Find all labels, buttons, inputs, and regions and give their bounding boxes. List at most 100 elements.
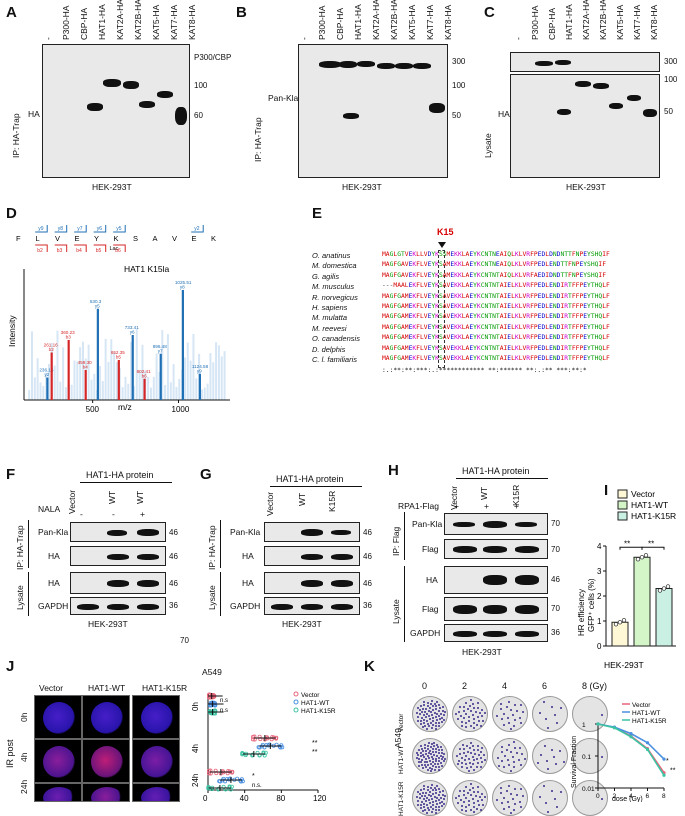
k-colony bbox=[439, 745, 442, 748]
k-ylabel: Survival Fraction bbox=[571, 736, 578, 788]
j-col-vector: Vector bbox=[39, 683, 64, 693]
k-colony bbox=[465, 786, 468, 789]
k-colony bbox=[480, 724, 483, 727]
i-ylabel-1: HR efficiency bbox=[577, 589, 586, 636]
c-lysate-label: Lysate bbox=[483, 133, 493, 158]
k-colony bbox=[553, 714, 556, 716]
d-peak-ion: b6 bbox=[142, 373, 148, 378]
k-colony bbox=[474, 794, 477, 797]
k-colony bbox=[476, 808, 479, 811]
j-row-label: 4h bbox=[191, 744, 200, 753]
d-peak-label: 896.48 bbox=[153, 344, 167, 349]
k-colony bbox=[543, 744, 546, 747]
k-colony bbox=[438, 749, 441, 752]
k-colony bbox=[426, 744, 429, 747]
j-legend-label: Vector bbox=[301, 692, 320, 699]
d-residue: F bbox=[16, 234, 21, 243]
k-colony bbox=[418, 764, 421, 767]
k-colony bbox=[438, 706, 441, 709]
k-colony bbox=[519, 787, 522, 790]
j-point bbox=[240, 779, 245, 784]
k-colony bbox=[438, 724, 441, 727]
k-colony bbox=[436, 712, 439, 715]
k-colony bbox=[457, 717, 460, 720]
k-colony bbox=[505, 706, 508, 709]
i-ytick-label: 0 bbox=[597, 642, 602, 651]
h-blot-flag-lys bbox=[444, 597, 548, 621]
k-colony bbox=[426, 705, 429, 708]
A-lane-1: P300-HA bbox=[61, 5, 71, 41]
j-row-24h: 24h bbox=[19, 779, 29, 794]
k-colony bbox=[465, 725, 468, 728]
k-colony bbox=[455, 713, 458, 716]
k-dish bbox=[452, 738, 488, 774]
k-colony bbox=[473, 749, 476, 752]
i-sig-2: ** bbox=[648, 540, 654, 549]
k-colony bbox=[508, 744, 511, 747]
k-colony bbox=[465, 702, 468, 705]
k-colony bbox=[420, 716, 423, 719]
a-marker-60: 60 bbox=[194, 111, 203, 120]
k-colony bbox=[500, 745, 503, 748]
k-colony bbox=[465, 763, 468, 766]
k-colony bbox=[421, 707, 424, 710]
i-ytick-label: 4 bbox=[597, 542, 602, 551]
j-cell-image bbox=[82, 783, 130, 802]
d-residue: A bbox=[153, 234, 158, 243]
k-dose-label: 0 bbox=[422, 681, 428, 691]
k-colony bbox=[437, 787, 440, 790]
k-colony bbox=[419, 755, 422, 758]
k-colony bbox=[513, 808, 516, 811]
f-nala-label: NALA bbox=[38, 504, 61, 514]
i-ytick-label: 2 bbox=[597, 592, 602, 601]
d-peak-ion: b3 bbox=[66, 335, 72, 340]
d-residue: E bbox=[75, 234, 80, 243]
k-dose-label: 2 bbox=[462, 681, 468, 691]
i-point bbox=[665, 584, 671, 589]
k-xlabel: dose (Gy) bbox=[612, 796, 643, 802]
j-col-k15r: HAT1-K15R bbox=[142, 683, 188, 693]
k-colony bbox=[434, 757, 437, 760]
d-y-ion: y7 bbox=[77, 226, 83, 232]
k-colony bbox=[426, 768, 429, 771]
C-lane-6: KAT5-HA bbox=[615, 4, 625, 40]
k-colony bbox=[425, 758, 428, 760]
k-colony bbox=[444, 710, 447, 713]
B-lane-6: KAT5-HA bbox=[407, 4, 417, 40]
j-point bbox=[240, 750, 245, 755]
e-sequence: MAGFGAVEKFLVEYKSAMEKKLAEYKCNTNTAIQLKLVRF… bbox=[382, 271, 607, 279]
k-colony bbox=[471, 756, 474, 758]
g-header: HAT1-HA protein bbox=[276, 474, 344, 484]
k-colony bbox=[423, 760, 426, 763]
k-colony bbox=[438, 709, 441, 712]
d-y-ion: y5 bbox=[116, 226, 122, 232]
k-colony bbox=[435, 784, 438, 787]
e-species: M. domestica bbox=[312, 261, 357, 271]
k-colony bbox=[466, 708, 469, 711]
panel-e-label: E bbox=[312, 205, 323, 222]
k-colony bbox=[421, 795, 424, 798]
e-consensus: :.:**:**:***:.:************ **:****** **… bbox=[382, 367, 587, 375]
k-row-label: Vector bbox=[398, 713, 405, 732]
h-rpa-label: RPA1-Flag bbox=[398, 501, 439, 511]
k-colony bbox=[514, 704, 517, 707]
k-colony bbox=[521, 795, 524, 798]
A-lane-6: KAT5-HA bbox=[151, 4, 161, 40]
k-colony bbox=[440, 758, 443, 761]
k-colony bbox=[459, 714, 462, 717]
k-colony bbox=[600, 714, 603, 716]
k-colony bbox=[435, 760, 438, 763]
k-point bbox=[645, 741, 650, 745]
k-colony bbox=[459, 798, 462, 801]
i-legend-swatch bbox=[617, 489, 628, 499]
k-colony bbox=[516, 793, 519, 796]
j-point bbox=[206, 771, 211, 776]
k-dose-label: 4 bbox=[502, 681, 508, 691]
k-colony bbox=[435, 743, 438, 746]
d-b-bracket bbox=[74, 244, 87, 252]
e-species: C. l. familiaris bbox=[312, 355, 358, 364]
k-colony bbox=[513, 765, 516, 768]
k-colony bbox=[480, 808, 483, 811]
k-colony bbox=[438, 798, 441, 801]
f-row-gapdh: GAPDH bbox=[38, 601, 69, 611]
